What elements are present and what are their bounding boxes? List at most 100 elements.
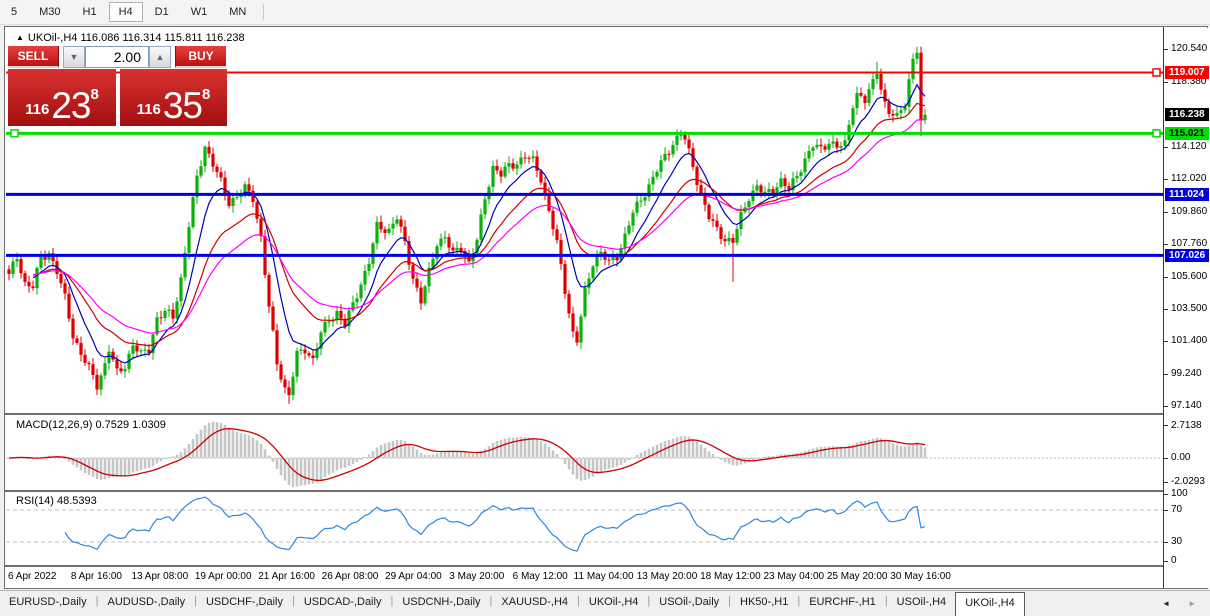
- timeframe-button-5[interactable]: 5: [11, 6, 18, 18]
- volume-input[interactable]: [85, 46, 149, 68]
- timeframe-button-h4[interactable]: H4: [108, 2, 143, 22]
- time-axis-label: 8 Apr 16:00: [70, 571, 122, 582]
- candlestick-chart[interactable]: [6, 28, 1163, 413]
- time-axis-label: 3 May 20:00: [449, 571, 505, 582]
- time-axis-label: 6 May 12:00: [512, 571, 568, 582]
- timeframe-button-h1[interactable]: H1: [82, 6, 97, 18]
- time-axis-label: 29 Apr 04:00: [385, 571, 442, 582]
- rsi-tick-label: 0: [1171, 555, 1177, 566]
- tab-audusd-daily[interactable]: AUDUSD-,Daily: [107, 596, 186, 608]
- price-tick-label: 101.400: [1171, 335, 1208, 347]
- axis-tick: [1164, 340, 1168, 342]
- chart-title: ▲ UKOil-,H4 116.086 116.314 115.811 116.2…: [16, 32, 245, 44]
- buy-quote-button[interactable]: 116 35 8: [120, 69, 227, 126]
- buy-price-sup: 8: [202, 86, 211, 103]
- sell-price-mid: 23: [51, 85, 91, 126]
- time-axis-label: 11 May 04:00: [573, 571, 634, 582]
- macd-tick-label: -2.0293: [1171, 476, 1205, 488]
- timeframe-button-d1[interactable]: D1: [154, 6, 169, 18]
- tab-eurchf-h1[interactable]: EURCHF-,H1: [809, 596, 876, 608]
- axis-tick: [1164, 541, 1168, 543]
- sell-button[interactable]: SELL: [8, 46, 59, 68]
- axis-tick: [1164, 308, 1168, 310]
- macd-label: MACD(12,26,9) 0.7529 1.0309: [16, 419, 166, 431]
- axis-divider: [1163, 27, 1164, 588]
- tab-usdchf-daily[interactable]: USDCHF-,Daily: [205, 596, 283, 608]
- tab-xauusd-h4[interactable]: XAUUSD-,H4: [501, 596, 569, 608]
- pane-divider[interactable]: [5, 565, 1164, 567]
- symbol-arrow-icon: ▲: [16, 33, 24, 42]
- price-badge: 111.024: [1165, 187, 1209, 201]
- time-axis-label: 21 Apr 16:00: [258, 571, 315, 582]
- volume-decrease-button[interactable]: ▼: [63, 46, 85, 68]
- time-axis-label: 18 May 12:00: [700, 571, 761, 582]
- sell-price-big: 116: [25, 101, 50, 118]
- timeframe-button-w1[interactable]: W1: [190, 6, 208, 18]
- tab-separator: |: [884, 595, 888, 607]
- axis-tick: [1164, 405, 1168, 407]
- chart-tab-bar: EURUSD-,Daily | AUDUSD-,Daily | USDCHF-,Dail…: [0, 590, 1210, 616]
- toolbar-separator: [263, 4, 265, 20]
- tab-usdcnh-daily[interactable]: USDCNH-,Daily: [402, 596, 481, 608]
- volume-increase-button[interactable]: ▲: [149, 46, 171, 68]
- time-axis-label: 13 Apr 08:00: [131, 571, 189, 582]
- axis-tick: [1164, 509, 1168, 511]
- axis-tick: [1164, 560, 1168, 562]
- tab-ukoil-h4[interactable]: UKOil-,H4: [588, 596, 639, 608]
- tab-usoil-daily[interactable]: USOil-,Daily: [659, 596, 720, 608]
- axis-tick: [1164, 425, 1168, 427]
- macd-tick-label: 0.00: [1171, 452, 1191, 463]
- axis-tick: [1164, 178, 1168, 180]
- spin-down-icon: ▼: [69, 52, 79, 62]
- buy-price-mid: 35: [162, 85, 203, 126]
- pane-divider[interactable]: [5, 413, 1164, 415]
- price-tick-label: 107.760: [1171, 238, 1208, 250]
- tab-eurusd-daily[interactable]: EURUSD-,Daily: [9, 596, 87, 608]
- tab-scroll-left-icon[interactable]: ◄: [1162, 599, 1171, 608]
- timeframe-button-m30[interactable]: M30: [39, 6, 61, 18]
- rsi-tick-label: 70: [1171, 504, 1183, 515]
- axis-tick: [1164, 146, 1168, 148]
- price-badge: 119.007: [1165, 65, 1209, 79]
- axis-tick: [1164, 373, 1168, 375]
- tab-separator: |: [390, 595, 394, 607]
- tab-usdcad-daily[interactable]: USDCAD-,Daily: [303, 596, 382, 608]
- timeframe-button-mn[interactable]: MN: [229, 6, 247, 18]
- axis-tick: [1164, 211, 1168, 213]
- price-badge: 116.238: [1165, 108, 1209, 122]
- timeframe-toolbar: 5 M30 H1 H4 D1 W1 MN: [0, 0, 1210, 25]
- rsi-chart: [6, 496, 1163, 552]
- rsi-label: RSI(14) 48.5393: [16, 495, 97, 507]
- axis-tick: [1164, 48, 1168, 50]
- tab-separator: |: [797, 595, 801, 607]
- time-axis-label: 30 May 16:00: [890, 571, 951, 582]
- tab-scroll-arrows: ◄ ►: [1148, 591, 1210, 616]
- rsi-tick-label: 100: [1171, 488, 1188, 499]
- tab-separator: |: [647, 595, 651, 607]
- tab-hk50-h1[interactable]: HK50-,H1: [740, 596, 789, 608]
- time-axis-label: 19 Apr 00:00: [194, 571, 252, 582]
- price-tick-label: 112.020: [1171, 173, 1207, 185]
- tab-separator: |: [194, 595, 197, 607]
- price-badge: 115.021: [1165, 126, 1209, 140]
- price-tick-label: 118.380: [1171, 76, 1207, 88]
- tab-usoil-h4[interactable]: USOil-,H4: [896, 596, 947, 608]
- buy-button[interactable]: BUY: [175, 46, 226, 68]
- time-axis-label: 26 Apr 08:00: [321, 571, 379, 582]
- time-axis-label: 25 May 20:00: [826, 571, 888, 582]
- chart-title-text: UKOil-,H4 116.086 116.314 115.811 116.23…: [27, 32, 245, 44]
- macd-chart: [6, 422, 1163, 487]
- one-click-trade-panel: SELL ▼ ▲ BUY 116 23 8 116 35 8: [8, 46, 227, 126]
- tab-scroll-right-icon[interactable]: ►: [1188, 599, 1196, 608]
- price-badge: 107.026: [1165, 248, 1209, 262]
- price-tick-label: 109.860: [1171, 206, 1208, 218]
- time-axis: 6 Apr 2022 8 Apr 16:00 13 Apr 08:00 19 Apr …: [6, 567, 1163, 588]
- pane-divider[interactable]: [5, 490, 1164, 492]
- price-tick-label: 103.500: [1171, 303, 1208, 315]
- price-tick-label: 97.140: [1171, 400, 1202, 412]
- tab-separator: |: [489, 595, 493, 607]
- tab-ukoil-h4[interactable]: UKOil-,H4: [955, 592, 1025, 616]
- sell-quote-button[interactable]: 116 23 8: [8, 69, 116, 126]
- rsi-pane[interactable]: [6, 492, 1163, 565]
- macd-pane[interactable]: [6, 416, 1163, 490]
